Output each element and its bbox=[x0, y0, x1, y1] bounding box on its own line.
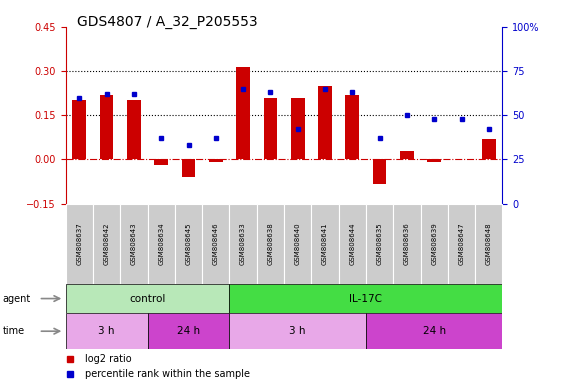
Bar bbox=[448, 204, 475, 284]
Bar bbox=[345, 94, 359, 159]
Bar bbox=[291, 98, 304, 159]
Text: 3 h: 3 h bbox=[289, 326, 306, 336]
Text: GSM808643: GSM808643 bbox=[131, 222, 137, 265]
Bar bbox=[93, 204, 120, 284]
Bar bbox=[373, 159, 387, 184]
Text: log2 ratio: log2 ratio bbox=[85, 354, 132, 364]
Text: GSM808640: GSM808640 bbox=[295, 222, 301, 265]
Text: 3 h: 3 h bbox=[98, 326, 115, 336]
Text: GSM808645: GSM808645 bbox=[186, 223, 191, 265]
Text: GSM808637: GSM808637 bbox=[77, 222, 82, 265]
Text: percentile rank within the sample: percentile rank within the sample bbox=[85, 369, 250, 379]
Bar bbox=[236, 67, 250, 159]
Text: GSM808634: GSM808634 bbox=[158, 222, 164, 265]
Bar bbox=[209, 159, 223, 162]
Text: GSM808644: GSM808644 bbox=[349, 223, 355, 265]
Bar bbox=[482, 139, 496, 159]
Text: time: time bbox=[3, 326, 25, 336]
Text: GSM808638: GSM808638 bbox=[267, 222, 274, 265]
Bar bbox=[284, 204, 311, 284]
Bar bbox=[230, 204, 257, 284]
Text: GSM808646: GSM808646 bbox=[213, 222, 219, 265]
Text: control: control bbox=[130, 293, 166, 304]
Bar bbox=[66, 204, 93, 284]
Bar bbox=[366, 204, 393, 284]
Text: GSM808642: GSM808642 bbox=[103, 223, 110, 265]
Bar bbox=[127, 101, 140, 159]
Bar bbox=[311, 204, 339, 284]
Bar bbox=[100, 94, 114, 159]
Bar bbox=[230, 313, 366, 349]
Bar bbox=[66, 313, 147, 349]
Bar bbox=[175, 204, 202, 284]
Bar bbox=[428, 159, 441, 162]
Bar bbox=[339, 204, 366, 284]
Text: GSM808648: GSM808648 bbox=[486, 222, 492, 265]
Text: agent: agent bbox=[3, 293, 31, 304]
Text: GSM808647: GSM808647 bbox=[459, 222, 465, 265]
Bar bbox=[154, 159, 168, 165]
Text: GSM808641: GSM808641 bbox=[322, 222, 328, 265]
Bar bbox=[147, 204, 175, 284]
Bar bbox=[475, 204, 502, 284]
Bar bbox=[318, 86, 332, 159]
Bar bbox=[230, 284, 502, 313]
Bar bbox=[366, 313, 502, 349]
Bar bbox=[421, 204, 448, 284]
Text: GSM808633: GSM808633 bbox=[240, 222, 246, 265]
Text: GDS4807 / A_32_P205553: GDS4807 / A_32_P205553 bbox=[77, 15, 258, 29]
Bar bbox=[182, 159, 195, 177]
Bar bbox=[202, 204, 230, 284]
Text: 24 h: 24 h bbox=[177, 326, 200, 336]
Text: GSM808639: GSM808639 bbox=[431, 222, 437, 265]
Bar bbox=[257, 204, 284, 284]
Text: IL-17C: IL-17C bbox=[349, 293, 383, 304]
Text: GSM808635: GSM808635 bbox=[377, 222, 383, 265]
Bar bbox=[400, 151, 414, 159]
Bar bbox=[120, 204, 147, 284]
Bar bbox=[393, 204, 421, 284]
Bar bbox=[73, 101, 86, 159]
Bar bbox=[66, 284, 230, 313]
Text: GSM808636: GSM808636 bbox=[404, 222, 410, 265]
Bar bbox=[147, 313, 230, 349]
Text: 24 h: 24 h bbox=[423, 326, 446, 336]
Bar bbox=[264, 98, 278, 159]
